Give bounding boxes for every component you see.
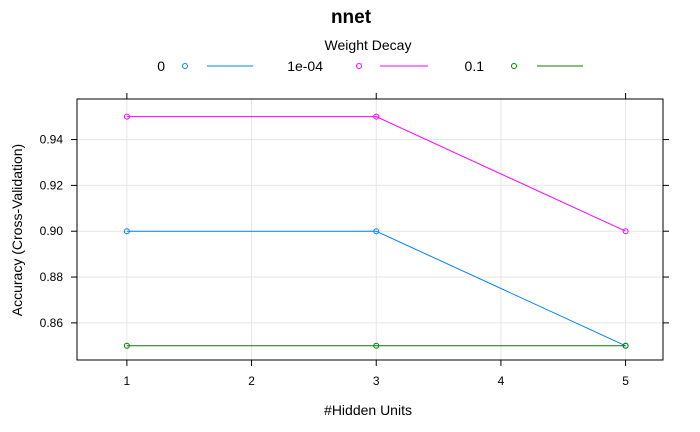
grid-lines (77, 99, 663, 360)
series-line-0 (126, 230, 626, 347)
data-point (373, 113, 380, 120)
y-tick-label: 0.94 (40, 133, 64, 147)
y-tick-label: 0.92 (40, 178, 64, 192)
legend-marker (511, 63, 517, 69)
series-line-1 (126, 116, 626, 232)
y-tick-label: 0.86 (40, 316, 64, 330)
axis-ticks: 1 2 3 4 5 0.86 0.88 0.90 0.92 0.94 (40, 93, 669, 388)
chart-title: nnet (331, 7, 372, 28)
y-tick-label: 0.88 (40, 270, 64, 284)
x-tick-label: 2 (248, 374, 255, 388)
x-tick-label: 3 (373, 374, 380, 388)
legend-label: 1e-04 (287, 58, 323, 74)
plot-frame (76, 98, 664, 361)
y-axis-label: Accuracy (Cross-Validation) (9, 144, 25, 316)
legend-marker (356, 63, 362, 69)
x-tick-label: 4 (498, 374, 505, 388)
x-axis-label: #Hidden Units (324, 402, 412, 418)
x-tick-label: 5 (622, 374, 629, 388)
data-point (373, 342, 380, 349)
legend: 0 1e-04 0.1 (157, 58, 583, 74)
series-group (123, 113, 629, 349)
data-point (622, 228, 629, 235)
data-point (123, 228, 130, 235)
legend-label: 0.1 (465, 58, 485, 74)
data-point (123, 113, 130, 120)
y-tick-label: 0.90 (40, 224, 64, 238)
legend-label: 0 (157, 58, 165, 74)
data-point (373, 228, 380, 235)
data-point (622, 342, 629, 349)
legend-title: Weight Decay (325, 37, 412, 53)
data-point (123, 342, 130, 349)
legend-marker (182, 63, 188, 69)
x-tick-label: 1 (124, 374, 131, 388)
